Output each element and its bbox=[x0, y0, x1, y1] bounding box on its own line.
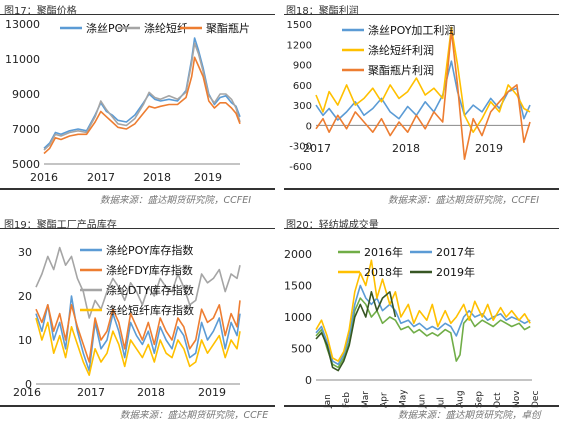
caption-divider bbox=[284, 228, 559, 229]
x-tick-label: 2017 bbox=[303, 142, 331, 155]
panel-19: 图19：聚酯工厂产品库存 0 10 20 30 2016 2017 2018 2019 涤纶PO… bbox=[0, 212, 280, 421]
legend-label: 涤纶POY库存指数 bbox=[106, 243, 193, 257]
y-tick-label: 2000 bbox=[284, 248, 312, 261]
y-tick-label: 7000 bbox=[12, 123, 40, 136]
y-tick-label: 0 bbox=[305, 374, 312, 387]
x-tick-label: 2018 bbox=[137, 386, 165, 399]
y-tick-label: 13000 bbox=[5, 18, 40, 31]
caption-divider bbox=[284, 14, 559, 15]
y-tick-label: 30 bbox=[18, 246, 32, 259]
x-tick-label: 2019 bbox=[198, 386, 226, 399]
bottom-divider bbox=[284, 405, 559, 407]
legend-label: 聚酯瓶片 bbox=[206, 21, 250, 35]
series-line bbox=[35, 295, 241, 372]
caption-divider bbox=[0, 14, 275, 15]
x-tick-label: 2017 bbox=[87, 171, 115, 184]
y-tick-label: 0 bbox=[306, 121, 312, 132]
y-tick-label: 1500 bbox=[287, 20, 312, 31]
x-tick-label: Jun bbox=[418, 394, 428, 409]
series-line bbox=[315, 26, 531, 133]
figure-caption: 图19：聚酯工厂产品库存 bbox=[4, 220, 117, 231]
source-note: 数据来源：盛达期货研究院，卓创 bbox=[398, 410, 541, 421]
y-tick-label: 1000 bbox=[284, 311, 312, 324]
series-line bbox=[43, 42, 241, 151]
y-tick-label: 9000 bbox=[12, 88, 40, 101]
panel-17: 图17：聚酯价格 5000 7000 9000 11000 13000 2016 2017 2… bbox=[0, 0, 280, 210]
series-line bbox=[35, 246, 241, 319]
legend-label: 2019年 bbox=[436, 265, 475, 279]
series-line bbox=[315, 259, 531, 362]
x-tick-label: 2018 bbox=[143, 171, 171, 184]
x-tick-label: Sep bbox=[474, 391, 484, 408]
textile-city-volume-chart: 0 500 1000 1500 2000 Jan Feb Mar Apr May Jun Jul Aug… bbox=[284, 245, 541, 409]
polyester-price-chart: 5000 7000 9000 11000 13000 2016 2017 2018 2019 涤丝… bbox=[5, 18, 250, 184]
legend-label: 2017年 bbox=[436, 245, 475, 259]
y-tick-label: 20 bbox=[18, 290, 32, 303]
x-tick-label: 2016 bbox=[30, 171, 58, 184]
y-tick-label: 600 bbox=[293, 81, 312, 92]
polyester-profit-chart: -600 -300 0 300 600 900 1200 1500 2017 2018 2019 涤丝… bbox=[287, 20, 531, 173]
x-tick-label: 2017 bbox=[77, 386, 105, 399]
legend-label: 涤丝POY加工利润 bbox=[368, 23, 455, 37]
y-tick-label: 500 bbox=[291, 343, 312, 356]
x-tick-label: Jan bbox=[323, 394, 333, 409]
bottom-divider bbox=[0, 188, 275, 190]
legend-label: 聚酯瓶片利润 bbox=[368, 63, 434, 77]
legend-label: 涤纶FDY库存指数 bbox=[106, 263, 193, 277]
y-tick-label: 0 bbox=[25, 378, 32, 391]
source-note: 数据来源：盛达期货研究院，CCFEI bbox=[388, 195, 540, 206]
legend-label: 涤纶短纤库存指数 bbox=[106, 303, 194, 317]
series-line bbox=[315, 290, 397, 372]
figure-caption: 图20：轻纺城成交量 bbox=[286, 220, 379, 231]
panel-20: 图20：轻纺城成交量 0 500 1000 1500 2000 Jan Feb Mar Apr M… bbox=[280, 212, 561, 421]
y-tick-label: -300 bbox=[289, 142, 312, 153]
x-tick-label: Oct bbox=[493, 392, 503, 408]
x-tick-label: Aug bbox=[455, 390, 465, 408]
bottom-divider bbox=[284, 188, 559, 190]
y-tick-label: 10 bbox=[18, 334, 32, 347]
legend-label: 2018年 bbox=[364, 265, 403, 279]
x-tick-label: Apr bbox=[380, 392, 390, 408]
panel-18: 图18：聚酯利润 -600 -300 0 300 600 900 1200 1500 2017 2… bbox=[280, 0, 561, 210]
y-tick-label: 1500 bbox=[284, 280, 312, 293]
legend-label: 涤纶短纤 bbox=[144, 21, 188, 35]
y-tick-label: 11000 bbox=[5, 53, 40, 66]
legend-label: 涤丝POY bbox=[86, 21, 130, 35]
y-tick-label: 900 bbox=[293, 61, 312, 72]
x-tick-label: 2019 bbox=[194, 171, 222, 184]
series-line bbox=[315, 284, 531, 366]
caption-divider bbox=[0, 228, 275, 229]
x-tick-label: Dec bbox=[531, 391, 541, 408]
source-note: 数据来源：盛达期货研究院，CCFEI bbox=[100, 195, 252, 206]
x-tick-label: 2016 bbox=[13, 386, 41, 399]
x-tick-label: May bbox=[399, 389, 409, 408]
legend-label: 涤纶短纤利润 bbox=[368, 43, 434, 57]
figure-caption: 图18：聚酯利润 bbox=[286, 6, 359, 17]
y-tick-label: -600 bbox=[289, 162, 312, 173]
series-line bbox=[43, 56, 241, 155]
source-note: 数据来源：盛达期货研究院，CCFE bbox=[120, 410, 269, 421]
x-tick-label: Jul bbox=[436, 397, 446, 409]
legend-label: 涤纶DTY库存指数 bbox=[106, 283, 194, 297]
polyester-inventory-chart: 0 10 20 30 2016 2017 2018 2019 涤纶POY库存指数涤纶FDY库存指… bbox=[13, 243, 241, 399]
series-line bbox=[315, 30, 531, 160]
series-line bbox=[35, 300, 241, 363]
x-tick-label: Nov bbox=[512, 390, 522, 408]
x-tick-label: Feb bbox=[342, 392, 352, 408]
x-tick-label: 2019 bbox=[475, 142, 503, 155]
legend-label: 2016年 bbox=[364, 245, 403, 259]
y-tick-label: 300 bbox=[293, 101, 312, 112]
y-tick-label: 1200 bbox=[287, 40, 312, 51]
y-tick-label: 5000 bbox=[12, 158, 40, 171]
bottom-divider bbox=[0, 405, 275, 407]
figure-caption: 图17：聚酯价格 bbox=[4, 6, 77, 17]
x-tick-label: Mar bbox=[361, 391, 371, 408]
x-tick-label: 2018 bbox=[392, 142, 420, 155]
series-line bbox=[35, 317, 241, 376]
